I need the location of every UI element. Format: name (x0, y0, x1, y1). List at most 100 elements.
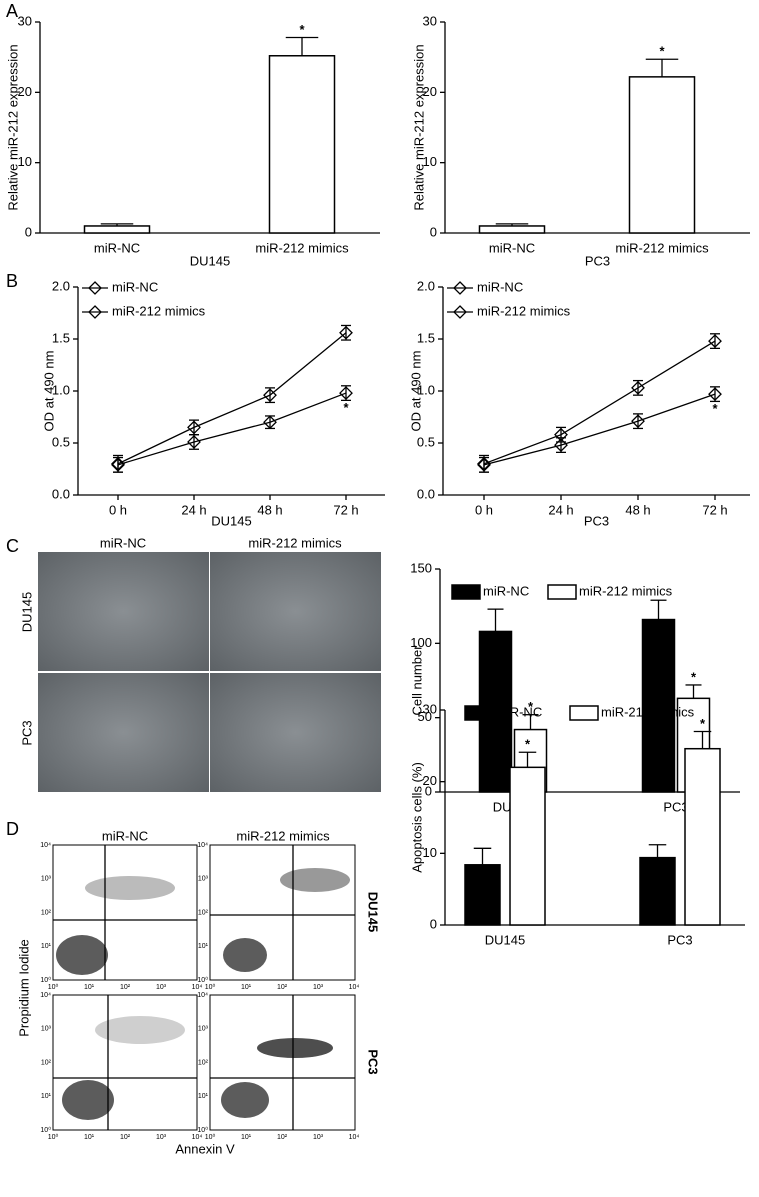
bar (684, 747, 721, 926)
flow-tick-label: 10¹ (41, 1093, 52, 1100)
x-tick-label: miR-212 mimics (255, 240, 349, 255)
y-tick-label: 0 (25, 224, 32, 239)
marker (263, 415, 277, 430)
marker (263, 388, 277, 403)
y-axis-label: OD at 490 nm (408, 351, 423, 432)
x-tick-label: PC3 (663, 799, 688, 814)
micrograph (210, 673, 381, 792)
legend-label: miR-212 mimics (112, 303, 206, 318)
bar (268, 55, 336, 234)
x-axis-label: PC3 (585, 253, 610, 268)
cell-cluster (85, 876, 175, 900)
flow-tick-label: 10³ (156, 1134, 167, 1141)
y-tick-label: 1.0 (417, 382, 435, 397)
line (117, 392, 347, 466)
row-label: PC3 (19, 720, 34, 745)
x-tick-label: miR-NC (489, 240, 535, 255)
legend-label: miR-212 mimics (579, 583, 673, 598)
micrograph (210, 552, 381, 671)
y-tick-label: 1.5 (52, 330, 70, 345)
legend-marker (88, 305, 102, 319)
y-tick-label: 10 (423, 154, 437, 169)
flow-tick-label: 10² (41, 1059, 52, 1066)
flow-tick-label: 10¹ (198, 1093, 209, 1100)
legend-label: miR-NC (483, 583, 529, 598)
cell-cluster (223, 938, 267, 972)
micrograph (38, 552, 209, 671)
significance: * (525, 737, 531, 752)
y-tick-label: 1.5 (417, 330, 435, 345)
marker (631, 380, 645, 395)
marker (708, 334, 722, 348)
panel-label: B (6, 271, 18, 291)
flow-tick-label: 10⁴ (40, 992, 51, 999)
axis-label: Propidium Iodide (16, 939, 31, 1037)
flow-tick-label: 10⁰ (205, 1133, 216, 1141)
row-label: PC3 (366, 1049, 381, 1074)
flow-plots (52, 844, 356, 1131)
y-axis-label: OD at 490 nm (41, 351, 56, 432)
y-tick-label: 150 (410, 560, 432, 575)
y-tick-label: 10 (18, 154, 32, 169)
y-tick-label: 0 (425, 783, 432, 798)
x-tick-label: 24 h (548, 502, 573, 517)
line (483, 393, 716, 466)
y-axis-label: Apoptosis cells (%) (409, 762, 424, 873)
y-tick-label: 50 (418, 709, 432, 724)
marker (111, 457, 125, 472)
flow-tick-label: 10² (277, 984, 288, 991)
flow-tick-label: 10³ (156, 984, 167, 991)
x-axis-label: PC3 (584, 513, 609, 528)
row-label: DU145 (366, 892, 381, 932)
marker (708, 387, 722, 402)
legend-marker (453, 281, 467, 295)
cell-cluster (56, 935, 108, 975)
flow-tick-label: 10² (277, 1134, 288, 1141)
flow-tick-label: 10³ (313, 984, 324, 991)
flow-tick-label: 10¹ (241, 1134, 252, 1141)
y-tick-label: 2.0 (417, 278, 435, 293)
flow-tick-label: 10⁰ (205, 983, 216, 991)
flow-tick-label: 10² (41, 909, 52, 916)
significance: * (659, 44, 665, 59)
flow-tick-label: 10⁴ (197, 992, 208, 999)
significance: * (712, 401, 718, 416)
bar (478, 225, 546, 234)
bar (83, 225, 151, 234)
y-tick-label: 0 (430, 224, 437, 239)
x-tick-label: 24 h (181, 502, 206, 517)
cell-cluster (221, 1082, 269, 1118)
line (117, 332, 347, 465)
flow-tick-label: 10³ (313, 1134, 324, 1141)
flow-tick-label: 10² (120, 1134, 131, 1141)
cell-cluster (95, 1016, 185, 1044)
cell-cluster (280, 868, 350, 892)
flow-tick-label: 10⁰ (48, 983, 59, 991)
significance: * (528, 699, 534, 714)
y-axis-label: Relative miR-212 expression (411, 44, 426, 210)
flow-tick-label: 10⁴ (197, 842, 208, 849)
flow-tick-label: 10⁴ (349, 1134, 360, 1141)
x-tick-label: miR-212 mimics (615, 240, 709, 255)
legend-marker (453, 305, 467, 319)
flow-tick-label: 10⁰ (197, 1126, 208, 1134)
marker (554, 438, 568, 452)
bar (464, 864, 501, 926)
y-tick-label: 10 (423, 845, 437, 860)
y-axis-label: Cell number (409, 645, 424, 716)
x-tick-label: 0 h (109, 502, 127, 517)
legend-label: miR-NC (496, 704, 542, 719)
legend-swatch (547, 584, 577, 600)
y-tick-label: 20 (18, 84, 32, 99)
flow-tick-label: 10³ (41, 876, 52, 883)
significance: * (691, 669, 697, 684)
y-tick-label: 20 (423, 773, 437, 788)
column-label: miR-NC (100, 535, 146, 550)
column-label: miR-212 mimics (248, 535, 342, 550)
marker (339, 386, 353, 400)
flow-tick-label: 10⁰ (40, 976, 51, 984)
x-tick-label: 72 h (702, 502, 727, 517)
flow-tick-label: 10⁴ (192, 984, 203, 991)
legend-swatch (451, 584, 481, 600)
